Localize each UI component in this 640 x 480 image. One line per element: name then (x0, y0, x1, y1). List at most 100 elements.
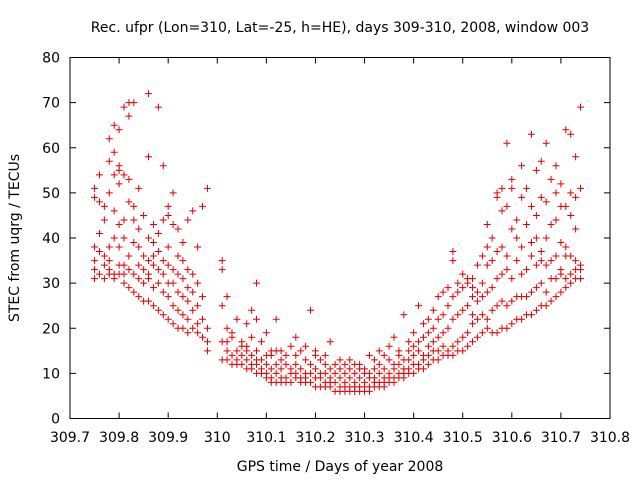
data-point (297, 347, 305, 355)
data-point (518, 193, 526, 201)
data-point (282, 374, 290, 382)
data-point (444, 284, 452, 292)
data-point (400, 311, 408, 319)
data-point (140, 252, 148, 260)
data-point (272, 360, 280, 368)
data-point (459, 333, 467, 341)
data-point (351, 378, 359, 386)
data-point (135, 184, 143, 192)
data-point (120, 261, 128, 269)
data-point (257, 365, 265, 373)
data-point (542, 288, 550, 296)
data-point (542, 302, 550, 310)
data-point (410, 351, 418, 359)
x-axis-label: GPS time / Days of year 2008 (237, 459, 444, 475)
data-point (478, 279, 486, 287)
data-point (562, 284, 570, 292)
data-point (361, 378, 369, 386)
data-point (493, 329, 501, 337)
data-point (277, 356, 285, 364)
data-point (351, 369, 359, 377)
data-point (478, 311, 486, 319)
data-point (434, 293, 442, 301)
y-tick-label: 80 (42, 51, 60, 67)
data-point (110, 148, 118, 156)
data-point (483, 288, 491, 296)
data-point (125, 198, 133, 206)
data-point (415, 302, 423, 310)
data-point (523, 184, 531, 192)
data-point (424, 329, 432, 337)
x-tick-label: 310.2 (295, 430, 335, 446)
data-point (365, 351, 373, 359)
data-point (262, 329, 270, 337)
data-point (380, 365, 388, 373)
data-point (203, 338, 211, 346)
plot-frame (69, 57, 611, 419)
data-point (498, 207, 506, 215)
data-point (203, 347, 211, 355)
data-point (459, 306, 467, 314)
data-point (346, 374, 354, 382)
data-point (478, 329, 486, 337)
data-point (140, 279, 148, 287)
data-point (532, 211, 540, 219)
data-point (488, 257, 496, 265)
data-point (434, 333, 442, 341)
data-point (154, 248, 162, 256)
data-point (419, 365, 427, 373)
data-point (154, 279, 162, 287)
data-point (95, 171, 103, 179)
data-point (434, 315, 442, 323)
data-point (444, 324, 452, 332)
data-point (292, 360, 300, 368)
data-point (169, 189, 177, 197)
data-point (233, 315, 241, 323)
data-point (282, 351, 290, 359)
data-point (199, 315, 207, 323)
data-point (464, 302, 472, 310)
data-point (149, 284, 157, 292)
data-point (424, 360, 432, 368)
data-point (562, 275, 570, 283)
data-point (454, 311, 462, 319)
data-point (542, 261, 550, 269)
data-point (100, 275, 108, 283)
data-point (567, 252, 575, 260)
data-point (567, 189, 575, 197)
data-point (459, 270, 467, 278)
data-point (262, 360, 270, 368)
data-point (218, 266, 226, 274)
data-point (130, 239, 138, 247)
data-point (562, 126, 570, 134)
data-point (135, 275, 143, 283)
data-point (105, 135, 113, 143)
data-point (257, 356, 265, 364)
data-point (419, 333, 427, 341)
data-point (498, 297, 506, 305)
data-point (287, 378, 295, 386)
data-point (552, 252, 560, 260)
data-point (370, 374, 378, 382)
y-tick-label: 10 (42, 366, 60, 382)
data-point (572, 153, 580, 161)
data-point (469, 338, 477, 346)
data-point (527, 311, 535, 319)
data-point (115, 180, 123, 188)
data-point (469, 320, 477, 328)
data-point (429, 338, 437, 346)
data-point (238, 351, 246, 359)
data-point (194, 329, 202, 337)
data-point (503, 139, 511, 147)
x-tick-label: 310.3 (344, 430, 384, 446)
data-point (95, 229, 103, 237)
data-point (508, 320, 516, 328)
data-point (277, 365, 285, 373)
data-point (238, 360, 246, 368)
data-point (179, 257, 187, 265)
data-point (130, 202, 138, 210)
data-point (523, 266, 531, 274)
data-point (439, 342, 447, 350)
data-point (537, 248, 545, 256)
data-point (527, 252, 535, 260)
